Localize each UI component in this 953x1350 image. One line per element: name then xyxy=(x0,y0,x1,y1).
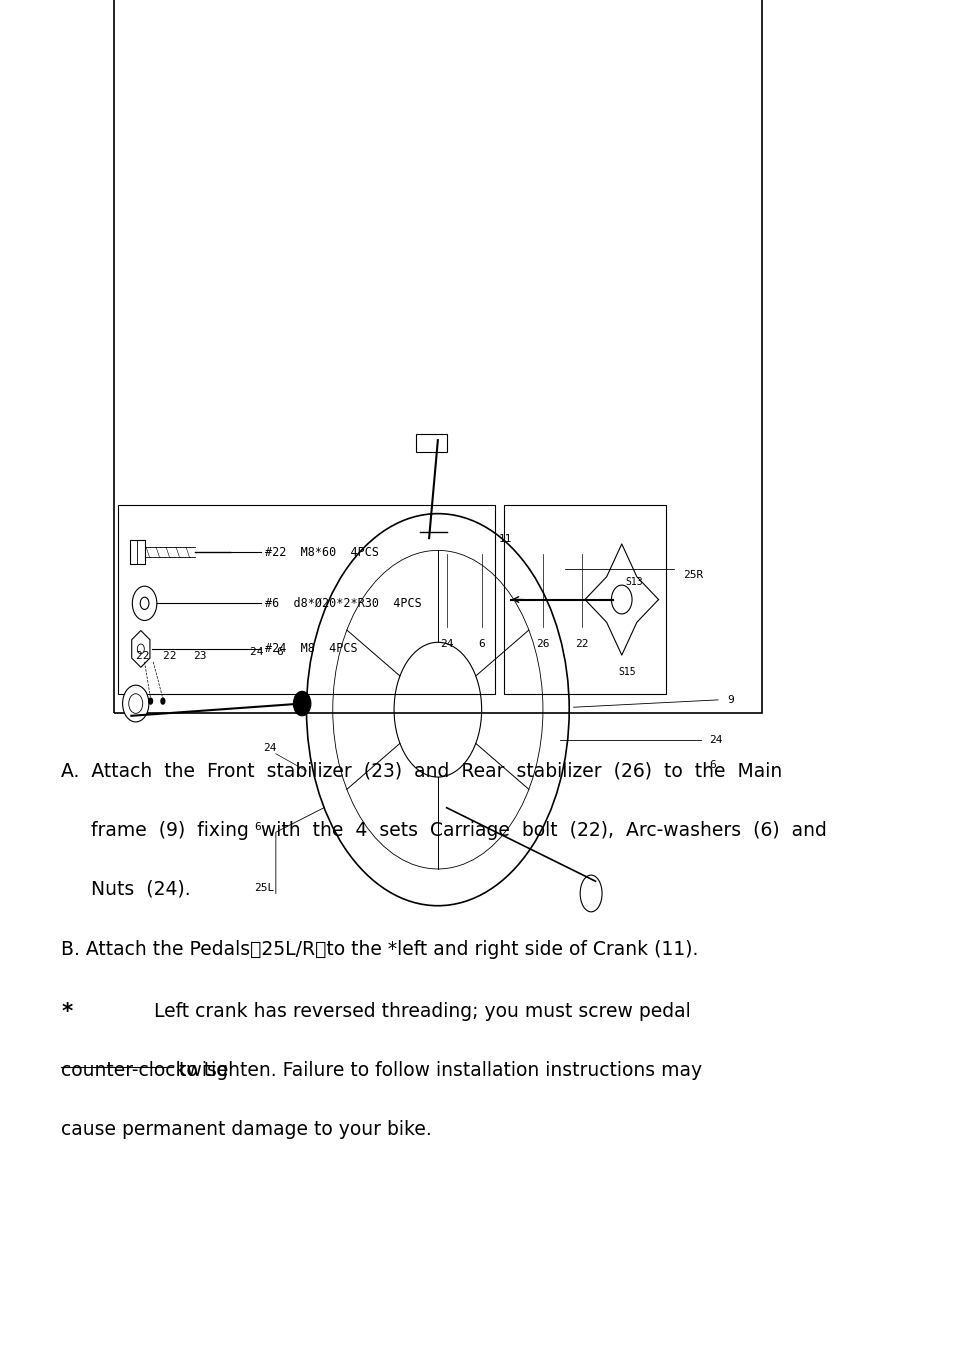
Text: to tighten. Failure to follow installation instructions may: to tighten. Failure to follow installati… xyxy=(172,1061,701,1080)
Text: 24: 24 xyxy=(439,640,453,649)
Bar xyxy=(118,505,495,694)
Circle shape xyxy=(123,686,149,722)
Text: 6: 6 xyxy=(253,822,260,832)
Text: 22: 22 xyxy=(575,640,589,649)
Text: #22  M8*60  4PCS: #22 M8*60 4PCS xyxy=(265,545,378,559)
Text: S13: S13 xyxy=(624,578,642,587)
Circle shape xyxy=(137,644,144,653)
Text: B. Attach the Pedals（25L/R）to the *left and right side of Crank (11).: B. Attach the Pedals（25L/R）to the *left … xyxy=(61,940,698,958)
Circle shape xyxy=(294,691,311,716)
Ellipse shape xyxy=(579,875,601,911)
Text: frame  (9)  fixing  with  the  4  sets  Carriage  bolt  (22),  Arc-washers  (6) : frame (9) fixing with the 4 sets Carriag… xyxy=(61,821,826,840)
Polygon shape xyxy=(132,630,150,667)
Circle shape xyxy=(148,698,153,705)
Text: cause permanent damage to your bike.: cause permanent damage to your bike. xyxy=(61,1119,432,1138)
Text: Left crank has reversed threading; you must screw pedal: Left crank has reversed threading; you m… xyxy=(70,1002,690,1021)
Text: 6: 6 xyxy=(477,640,484,649)
Bar xyxy=(113,0,761,713)
Text: #24  M8  4PCS: #24 M8 4PCS xyxy=(265,643,357,655)
Text: S15: S15 xyxy=(618,667,636,676)
Text: 25R: 25R xyxy=(682,570,702,580)
Text: 22  22: 22 22 xyxy=(135,651,176,660)
Text: 9: 9 xyxy=(726,695,733,705)
Text: 11: 11 xyxy=(498,535,512,544)
Text: 24: 24 xyxy=(262,743,276,752)
Text: 24: 24 xyxy=(709,736,722,745)
Text: 23: 23 xyxy=(193,651,206,660)
Bar xyxy=(503,505,665,694)
Circle shape xyxy=(160,698,165,705)
Bar xyxy=(416,433,446,452)
Text: counter-clockwise: counter-clockwise xyxy=(61,1061,229,1080)
Text: 25L: 25L xyxy=(253,883,274,894)
Text: 24  6: 24 6 xyxy=(250,647,283,657)
Text: 6: 6 xyxy=(709,760,716,770)
Text: 26: 26 xyxy=(536,640,549,649)
Circle shape xyxy=(140,597,149,609)
Text: *: * xyxy=(61,1002,72,1022)
Bar xyxy=(130,540,145,564)
Text: Nuts  (24).: Nuts (24). xyxy=(61,879,191,899)
Text: A.  Attach  the  Front  stabilizer  (23)  and  Rear  stabilizer  (26)  to  the  : A. Attach the Front stabilizer (23) and … xyxy=(61,761,781,780)
Circle shape xyxy=(132,586,156,621)
Text: #6  d8*Ø20*2*R30  4PCS: #6 d8*Ø20*2*R30 4PCS xyxy=(265,597,421,610)
